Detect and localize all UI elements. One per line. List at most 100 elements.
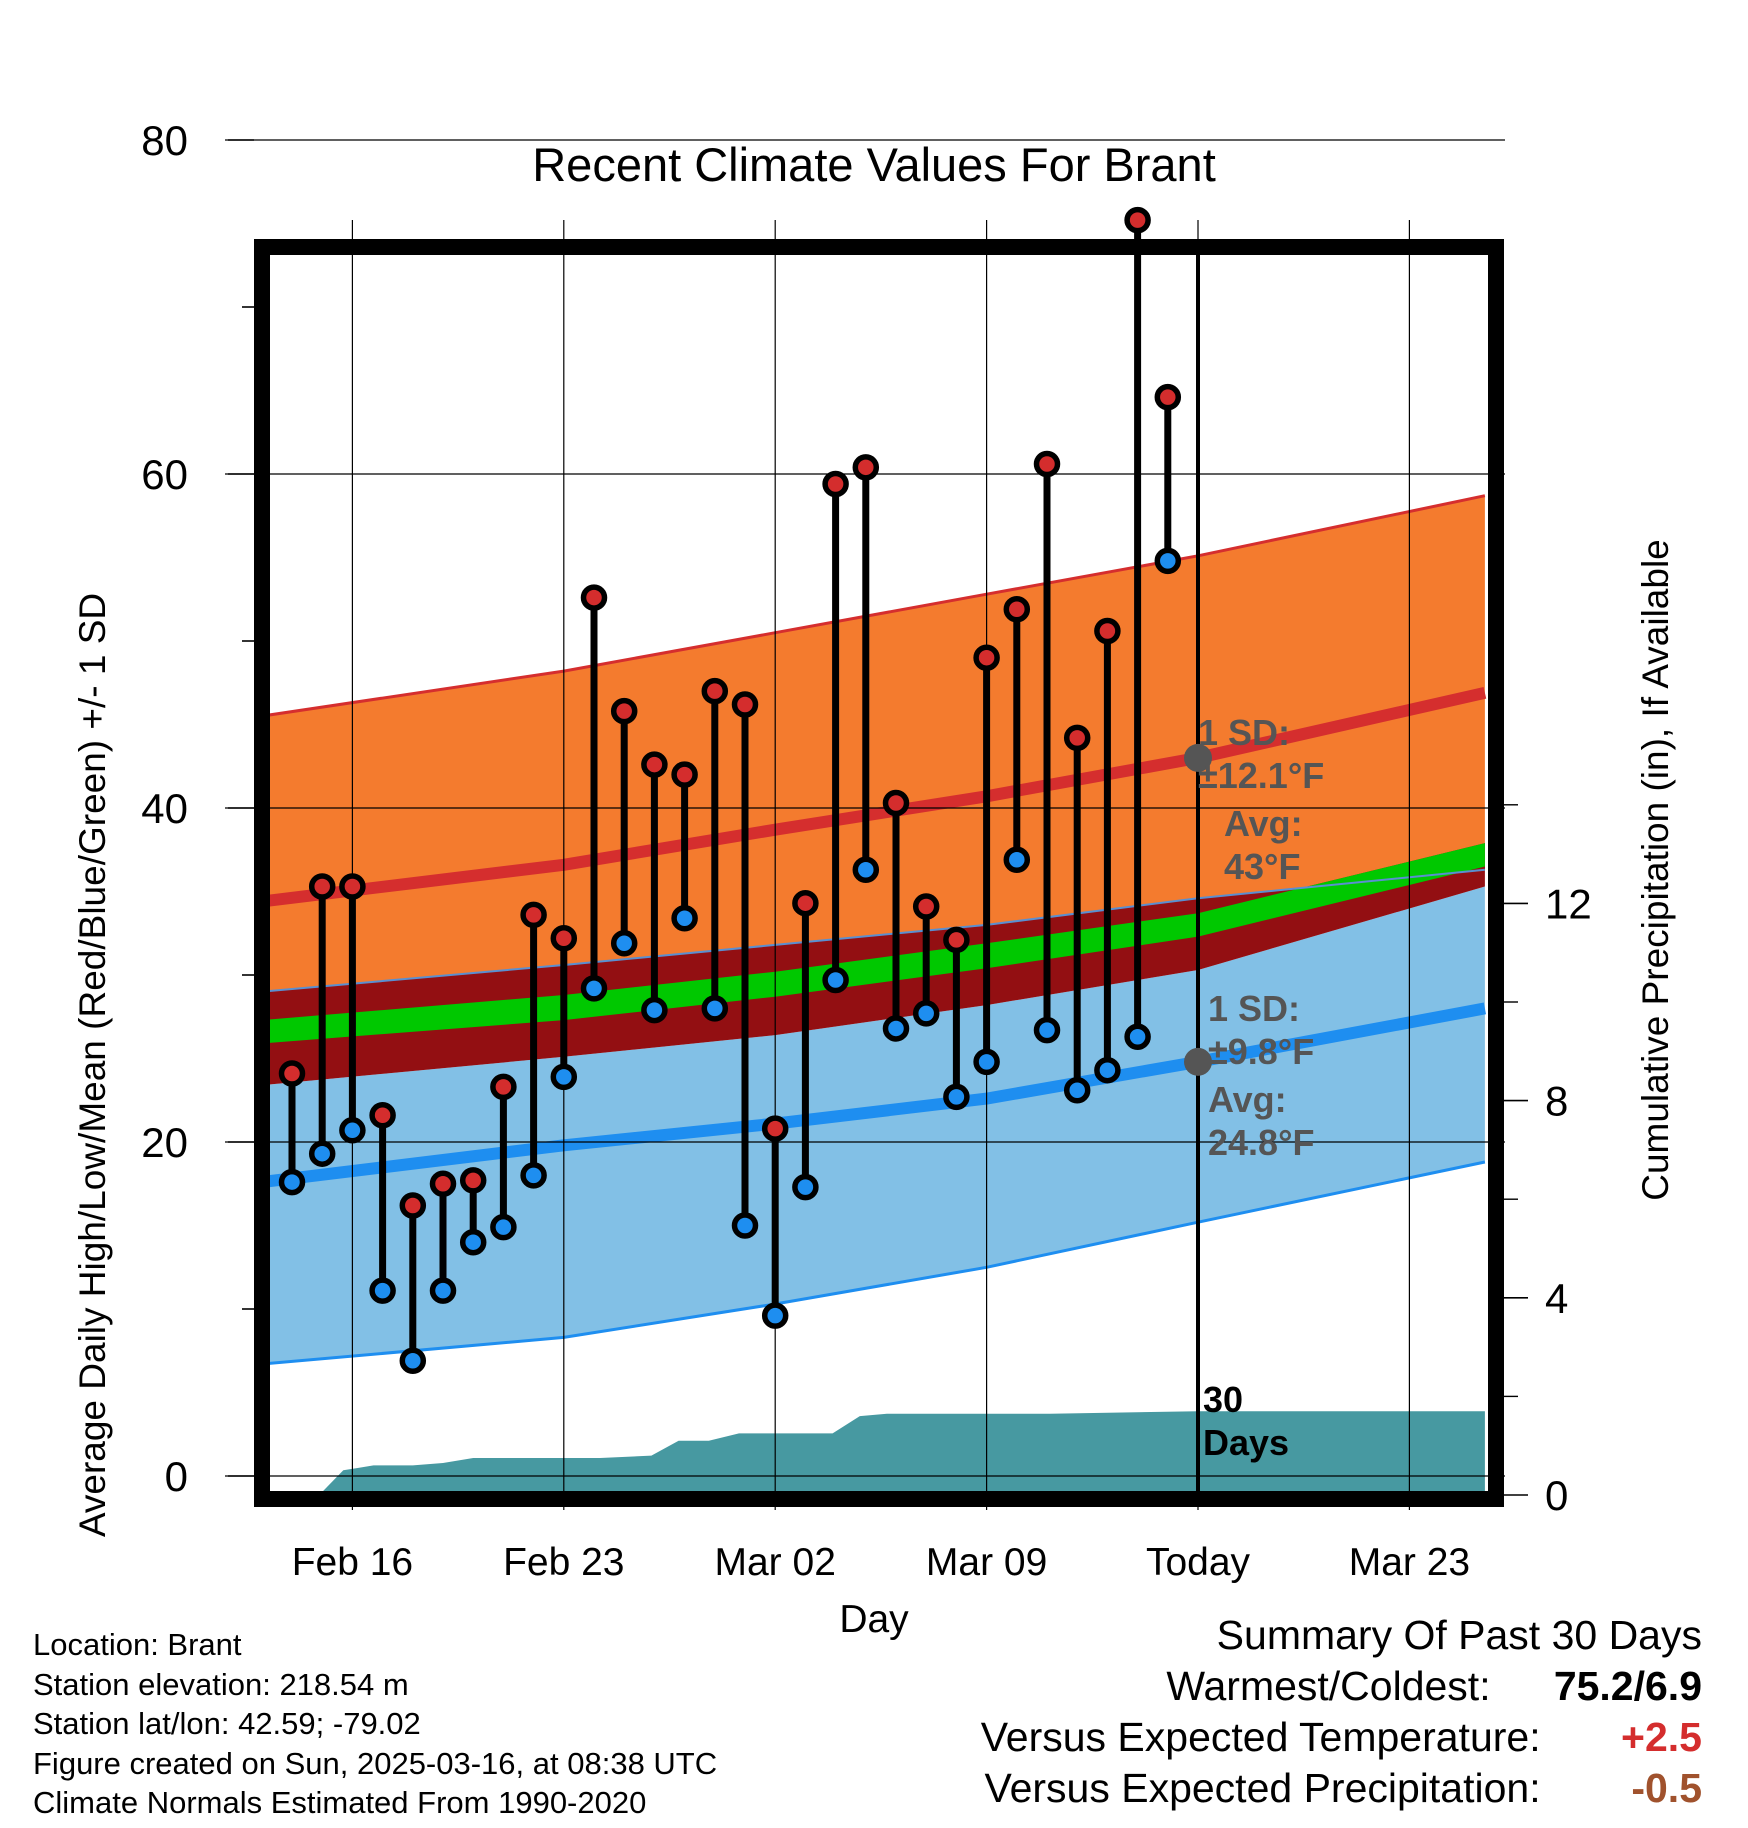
- low-point: [641, 996, 668, 1024]
- high-point: [339, 873, 366, 900]
- high-annotation: 1 SD: ±12.1°F Avg: 43°F: [1198, 712, 1324, 887]
- precip-value: -0.5: [1631, 1765, 1702, 1811]
- low-sd-band: [268, 886, 1485, 1364]
- low-point: [610, 930, 638, 957]
- high-point: [1033, 450, 1061, 478]
- x-tick-label: Mar 23: [1349, 1541, 1470, 1584]
- low-point: [731, 1212, 759, 1239]
- station-info: Location: Brant Station elevation: 218.5…: [33, 1625, 717, 1823]
- high-point: [399, 1192, 427, 1219]
- high-normal-line: [268, 686, 1487, 907]
- created-text: Figure created on Sun, 2025-03-16, at 08…: [33, 1745, 718, 1781]
- low-point: [459, 1228, 487, 1256]
- low-point: [822, 966, 849, 994]
- low-lower-edge: [268, 1160, 1486, 1366]
- precip-label: Versus Expected Precipitation:: [984, 1765, 1541, 1811]
- x-tick-label: Today: [1146, 1541, 1251, 1584]
- y-right-tick-label: 12: [1545, 880, 1592, 927]
- y-tick-label: 60: [141, 451, 188, 498]
- high-point: [429, 1170, 457, 1197]
- low-avg-label: Avg:: [1208, 1079, 1287, 1120]
- summary-temp-row: Versus Expected Temperature: +2.5: [802, 1712, 1702, 1763]
- low-point: [520, 1162, 547, 1189]
- low-point: [1094, 1056, 1121, 1084]
- high-point: [1124, 206, 1151, 234]
- x-tick-label: Mar 02: [715, 1541, 836, 1584]
- low-point: [1003, 846, 1031, 874]
- low-point: [1033, 1016, 1061, 1044]
- y-tick-label: 0: [165, 1453, 188, 1500]
- low-normal-marker: [1184, 1047, 1212, 1076]
- temp-label: Versus Expected Temperature:: [980, 1714, 1541, 1760]
- high-point: [912, 893, 940, 920]
- low-point: [1154, 547, 1182, 575]
- window-days-number: 30: [1203, 1379, 1243, 1420]
- chart-title: Recent Climate Values For Brant: [532, 138, 1216, 191]
- high-sd-label: 1 SD:: [1198, 712, 1290, 753]
- high-avg-label: Avg:: [1224, 803, 1303, 844]
- x-tick-label: Feb 23: [503, 1541, 624, 1584]
- x-tick-label: Mar 09: [926, 1541, 1047, 1584]
- high-point: [1003, 596, 1031, 623]
- low-point: [369, 1277, 396, 1304]
- plot-area: [268, 494, 1487, 1493]
- low-point: [973, 1048, 1000, 1076]
- low-point: [278, 1168, 306, 1196]
- y-right-tick-label: 8: [1545, 1078, 1568, 1125]
- temp-value: +2.5: [1621, 1714, 1702, 1760]
- high-point: [792, 889, 819, 917]
- high-point: [701, 677, 729, 705]
- y-tick-label: 80: [141, 117, 188, 164]
- low-point: [792, 1173, 819, 1201]
- high-point: [943, 926, 970, 954]
- high-point: [369, 1102, 396, 1129]
- high-point: [520, 901, 547, 929]
- y-right-tick-label: 4: [1545, 1275, 1568, 1322]
- plot-frame: [254, 239, 1504, 1507]
- high-normal-marker: [1184, 743, 1212, 772]
- summary-panel: Summary Of Past 30 Days Warmest/Coldest:…: [802, 1610, 1702, 1814]
- low-point: [943, 1083, 970, 1111]
- warmest-value: 75.2/6.9: [1553, 1663, 1702, 1709]
- window-days-unit: Days: [1203, 1422, 1289, 1463]
- y-tick-label: 20: [141, 1119, 188, 1166]
- high-point: [641, 751, 668, 778]
- high-point: [761, 1115, 789, 1142]
- low-point: [852, 856, 880, 884]
- elevation-text: Station elevation: 218.54 m: [33, 1666, 409, 1702]
- y-right-axis-label: Cumulative Precipitation (in), If Availa…: [1635, 539, 1676, 1201]
- low-point: [399, 1347, 427, 1375]
- latlon-text: Station lat/lon: 42.59; -79.02: [33, 1706, 421, 1741]
- low-point: [912, 1000, 940, 1027]
- high-point: [278, 1060, 306, 1087]
- y-tick-label: 40: [141, 785, 188, 832]
- low-point: [339, 1117, 366, 1144]
- low-normal-line: [268, 1002, 1486, 1188]
- summary-heading: Summary Of Past 30 Days: [1216, 1612, 1702, 1658]
- location-text: Location: Brant: [33, 1627, 242, 1662]
- low-point: [882, 1015, 910, 1042]
- high-point: [1063, 724, 1091, 752]
- low-point: [550, 1063, 578, 1091]
- high-lower-edge: [268, 868, 1485, 993]
- window-annotation: 30 Days: [1203, 1379, 1289, 1463]
- low-avg-value: 24.8°F: [1208, 1122, 1314, 1163]
- high-point: [822, 470, 849, 498]
- high-point: [731, 691, 759, 718]
- low-point: [761, 1302, 789, 1329]
- high-point: [610, 697, 638, 725]
- low-point: [1063, 1076, 1091, 1104]
- low-point: [308, 1140, 336, 1167]
- summary-precip-row: Versus Expected Precipitation: -0.5: [802, 1763, 1703, 1814]
- high-point: [973, 644, 1000, 671]
- high-avg-value: 43°F: [1224, 846, 1300, 887]
- high-point: [490, 1073, 517, 1101]
- high-point: [882, 789, 910, 817]
- high-point: [852, 454, 880, 481]
- low-point: [580, 975, 608, 1002]
- high-point: [1154, 383, 1182, 411]
- observations: [278, 206, 1182, 1375]
- axes: 0 20 40 60 80 0 4 8 12 Feb 16 Feb 23 Mar 02 Mar 09 To…: [141, 117, 1591, 1584]
- high-point: [550, 925, 578, 952]
